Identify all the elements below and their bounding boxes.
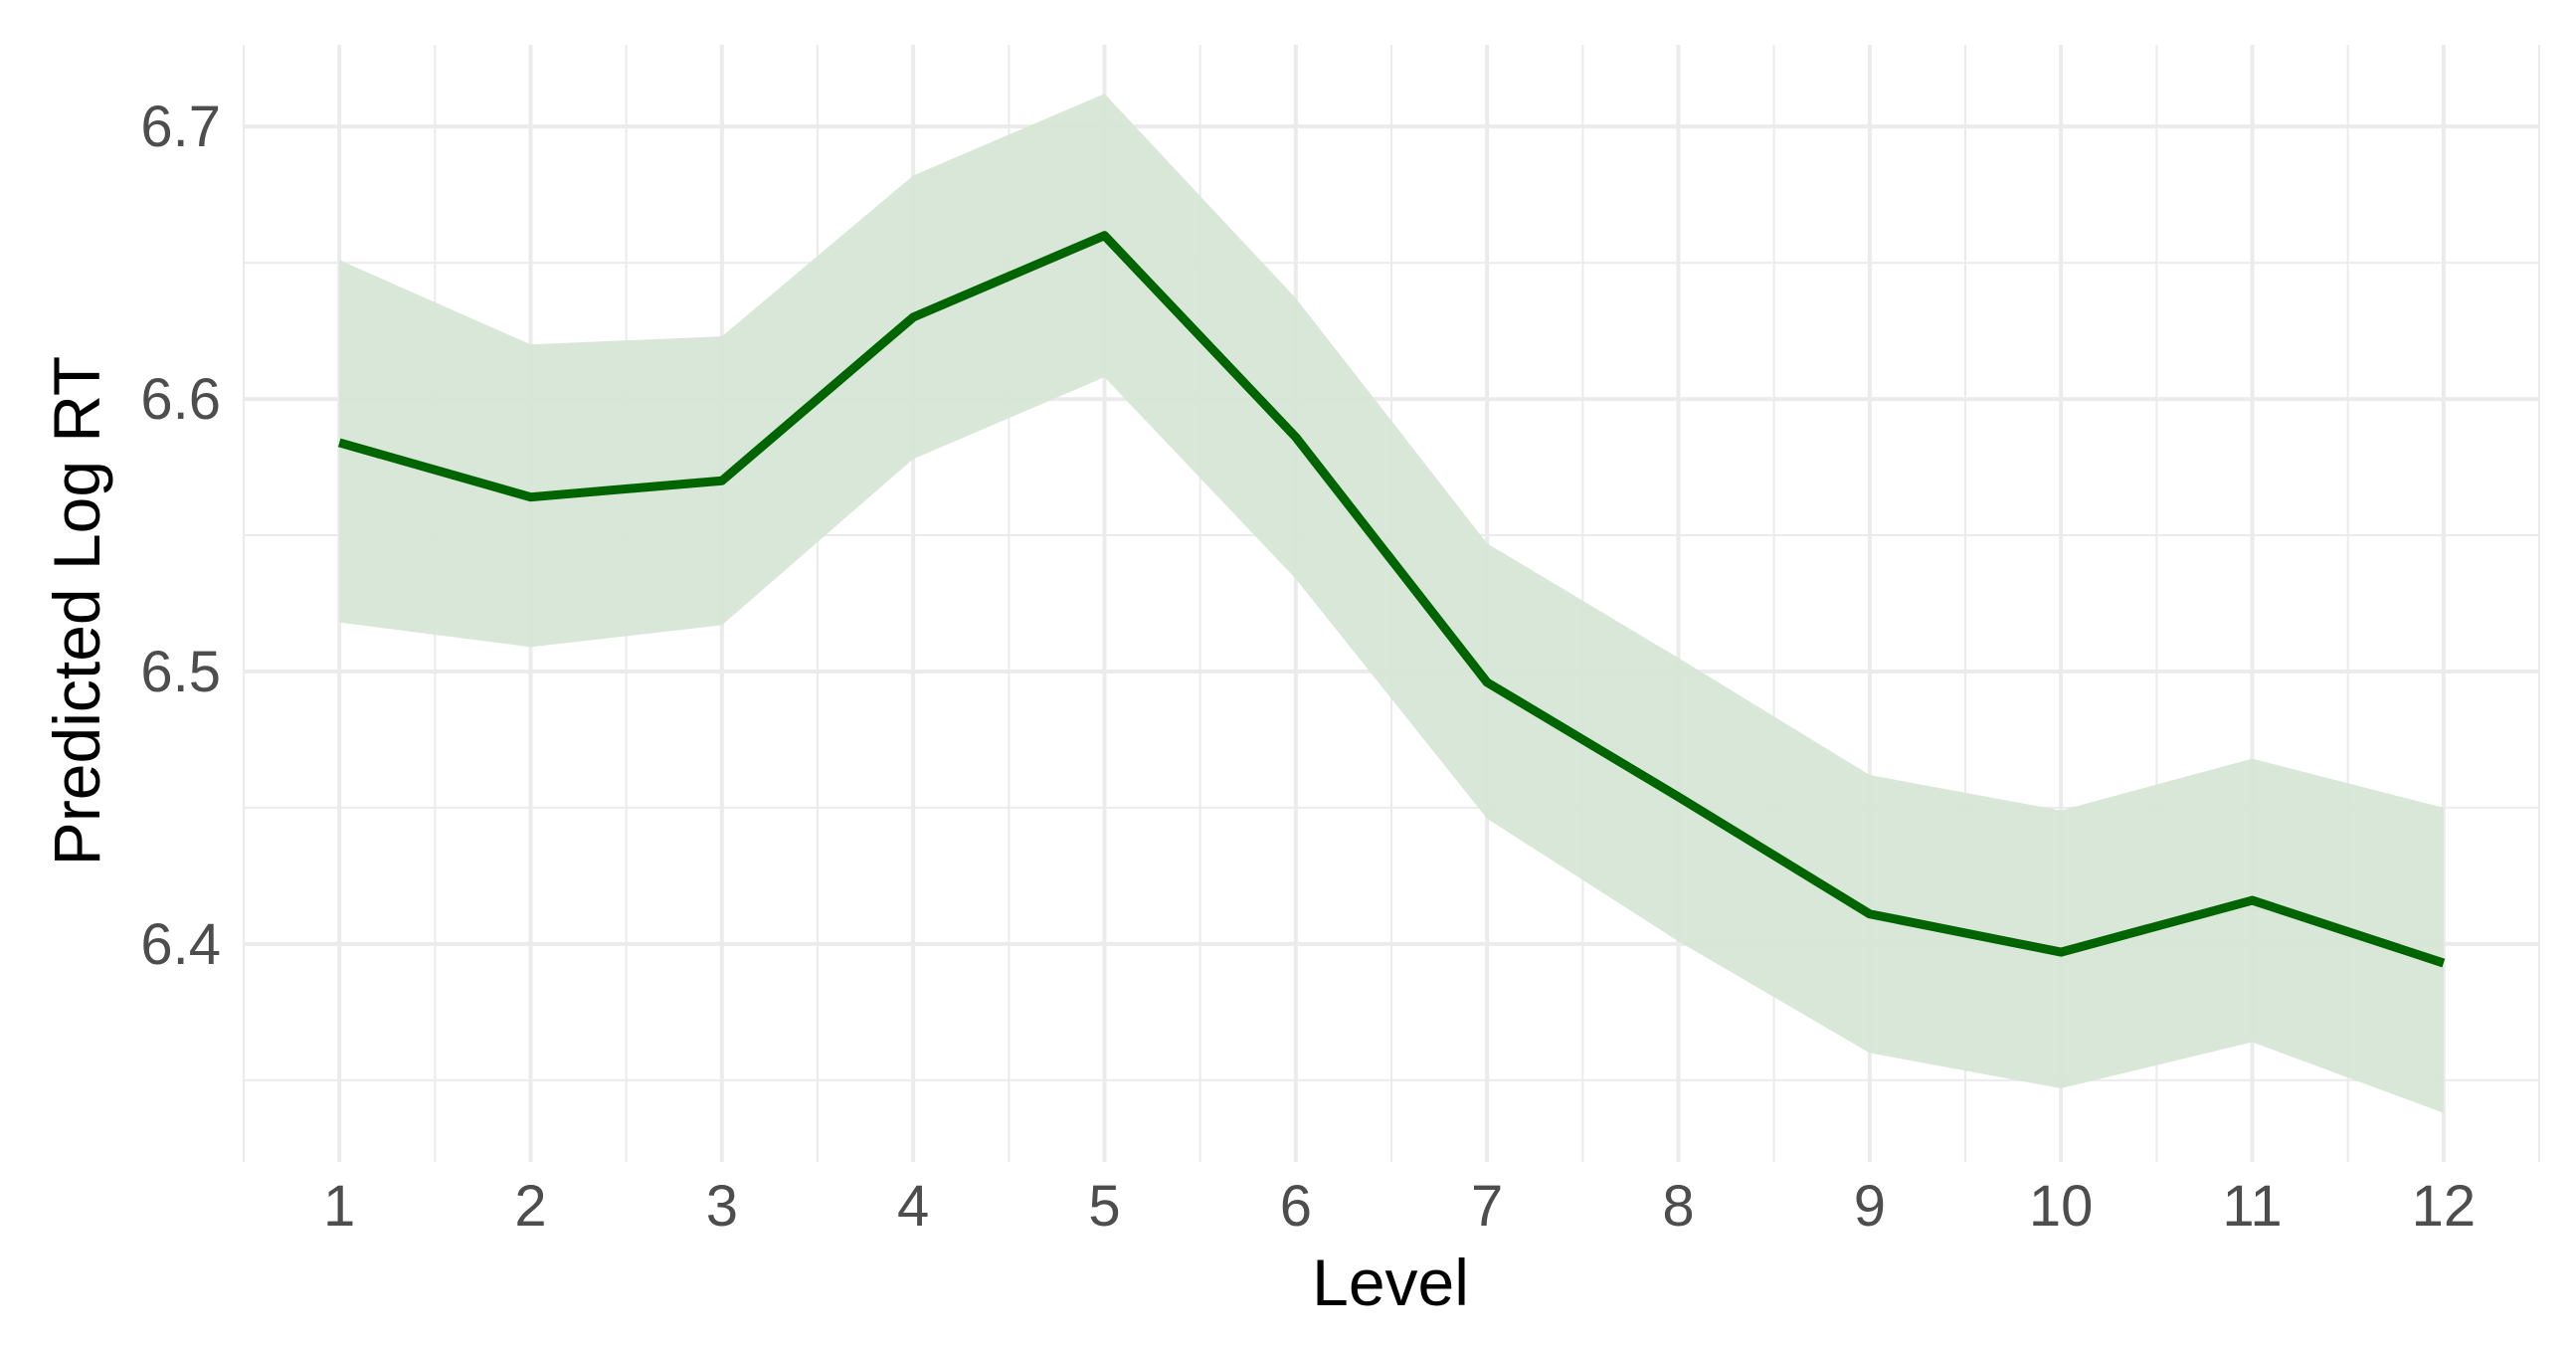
y-tick-labels: 6.4 6.5 6.6 6.7 bbox=[140, 95, 221, 977]
x-tick-label: 3 bbox=[706, 1174, 738, 1239]
x-tick-label: 2 bbox=[514, 1174, 546, 1239]
y-tick-label: 6.4 bbox=[140, 912, 221, 977]
y-tick-label: 6.6 bbox=[140, 367, 221, 432]
x-axis-title: Level bbox=[1312, 1246, 1469, 1319]
x-tick-labels: 1 2 3 4 5 6 7 8 9 10 11 12 bbox=[323, 1174, 2476, 1239]
x-tick-label: 8 bbox=[1662, 1174, 1694, 1239]
x-tick-label: 4 bbox=[897, 1174, 929, 1239]
x-tick-label: 1 bbox=[323, 1174, 355, 1239]
x-tick-label: 11 bbox=[2222, 1174, 2282, 1239]
x-tick-label: 10 bbox=[2029, 1174, 2094, 1239]
series-line-layer bbox=[337, 231, 2446, 968]
y-tick-label: 6.7 bbox=[140, 95, 221, 159]
series-line bbox=[337, 231, 2446, 968]
x-tick-label: 5 bbox=[1088, 1174, 1120, 1239]
confidence-ribbon-layer bbox=[339, 94, 2444, 1113]
x-tick-label: 7 bbox=[1471, 1174, 1503, 1239]
y-tick-label: 6.5 bbox=[140, 640, 221, 704]
x-tick-label: 6 bbox=[1280, 1174, 1312, 1239]
x-tick-label: 12 bbox=[2412, 1174, 2477, 1239]
x-tick-label: 9 bbox=[1854, 1174, 1886, 1239]
confidence-ribbon bbox=[339, 94, 2444, 1113]
y-axis-title: Predicted Log RT bbox=[40, 356, 113, 866]
